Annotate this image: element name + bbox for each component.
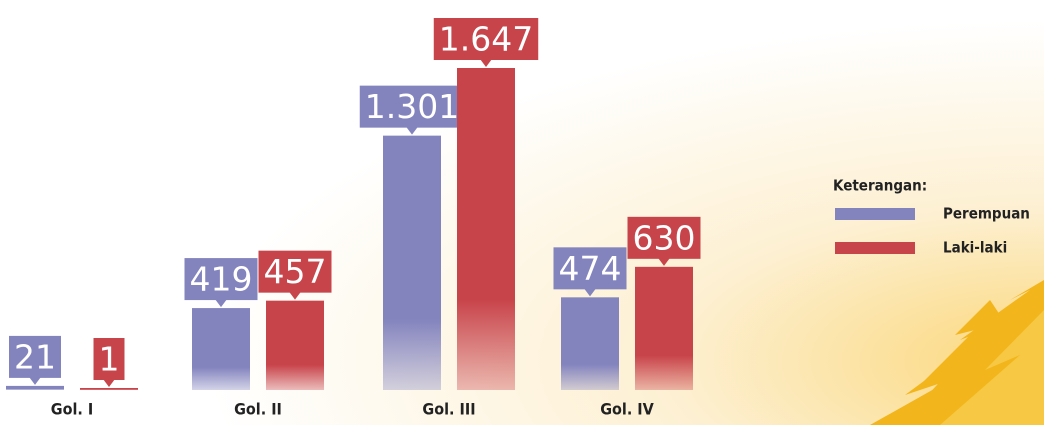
x-tick-label: Gol. IV — [600, 400, 654, 419]
value-label-box — [9, 335, 61, 378]
value-label-pointer — [29, 376, 41, 385]
x-tick-label: Gol. III — [422, 400, 475, 419]
value-label-text: 1.301 — [365, 87, 459, 126]
value-label-text: 457 — [264, 252, 327, 291]
bar — [635, 266, 693, 390]
bar — [457, 68, 515, 390]
value-label: 1.301 — [359, 85, 465, 135]
bar — [383, 135, 441, 390]
value-label-box — [359, 85, 465, 128]
value-label-pointer — [289, 291, 301, 300]
value-label-pointer — [406, 126, 418, 135]
value-label-text: 419 — [190, 260, 253, 299]
bar — [192, 308, 250, 390]
bar — [6, 385, 64, 390]
value-label-pointer — [584, 288, 596, 297]
legend-label: Perempuan — [943, 205, 1030, 223]
value-label: 1.647 — [433, 18, 539, 67]
decoration — [870, 280, 1044, 425]
value-label-pointer — [658, 257, 670, 266]
value-label: 457 — [258, 250, 332, 300]
value-label-box — [258, 250, 332, 293]
value-label-box — [553, 247, 627, 290]
legend-title: Keterangan: — [833, 177, 927, 195]
value-label-text: 1 — [99, 340, 120, 379]
value-label-pointer — [215, 299, 227, 308]
value-label: 474 — [553, 247, 627, 297]
value-label: 419 — [184, 258, 258, 308]
x-tick-label: Gol. II — [234, 400, 282, 419]
value-label: 1 — [93, 338, 125, 387]
x-tick-label: Gol. I — [51, 400, 93, 419]
value-label-box — [627, 216, 701, 259]
legend-label: Laki-laki — [943, 239, 1007, 257]
legend-swatch — [835, 242, 915, 254]
value-label-pointer — [103, 379, 115, 387]
value-label: 21 — [9, 335, 61, 385]
value-label-text: 630 — [633, 218, 696, 257]
value-label-box — [93, 338, 125, 380]
bar — [80, 388, 138, 390]
value-label-text: 1.647 — [439, 20, 533, 59]
value-label: 630 — [627, 216, 701, 266]
value-label-box — [433, 18, 539, 60]
value-label-box — [184, 258, 258, 301]
bar — [266, 300, 324, 390]
legend-swatch — [835, 208, 915, 220]
value-label-text: 474 — [559, 249, 622, 288]
value-label-pointer — [480, 59, 492, 67]
bar — [561, 297, 619, 390]
value-label-text: 21 — [14, 337, 56, 376]
